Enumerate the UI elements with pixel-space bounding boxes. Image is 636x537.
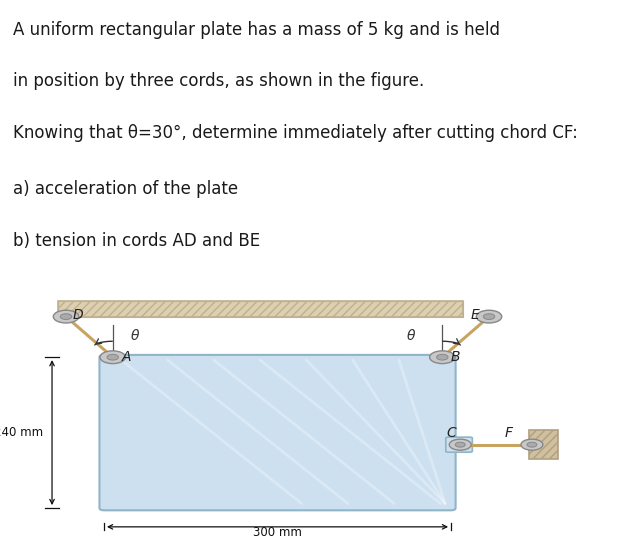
Circle shape [60,314,72,320]
Circle shape [429,351,455,364]
Text: E: E [471,308,480,322]
Text: $\theta$: $\theta$ [130,328,141,343]
Circle shape [436,354,448,360]
Text: a) acceleration of the plate: a) acceleration of the plate [13,180,238,199]
Circle shape [449,439,471,450]
Text: $\theta$: $\theta$ [406,328,417,343]
Text: C: C [446,425,456,440]
Text: A uniform rectangular plate has a mass of 5 kg and is held: A uniform rectangular plate has a mass o… [13,20,500,39]
Text: D: D [73,308,83,322]
FancyBboxPatch shape [446,437,473,452]
FancyBboxPatch shape [99,355,455,510]
Circle shape [476,310,502,323]
Text: Knowing that θ=30°, determine immediately after cutting chord CF:: Knowing that θ=30°, determine immediatel… [13,124,577,142]
Bar [529,430,558,459]
Bar [58,301,462,317]
Text: b) tension in cords AD and BE: b) tension in cords AD and BE [13,232,260,250]
Bar [58,301,462,317]
Text: F: F [504,425,512,440]
Circle shape [455,442,465,447]
Circle shape [53,310,79,323]
Bar [529,430,558,459]
Circle shape [100,351,125,364]
Circle shape [521,439,543,450]
Circle shape [483,314,495,320]
Text: in position by three cords, as shown in the figure.: in position by three cords, as shown in … [13,72,424,90]
Text: A: A [121,350,131,364]
Text: B: B [451,350,460,364]
Circle shape [107,354,118,360]
Text: 240 mm: 240 mm [0,426,43,439]
Circle shape [527,442,537,447]
Text: 300 mm: 300 mm [253,526,302,537]
